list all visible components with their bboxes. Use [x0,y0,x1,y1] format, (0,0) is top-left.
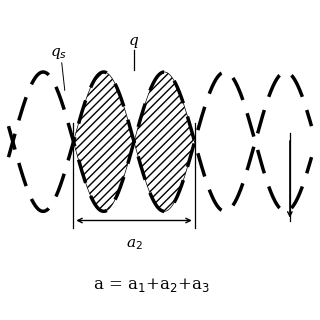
Text: q$_s$: q$_s$ [50,46,67,61]
Text: q: q [129,34,139,48]
Text: a$_2$: a$_2$ [125,237,142,252]
Text: a = a$_1$+a$_2$+a$_3$: a = a$_1$+a$_2$+a$_3$ [93,276,210,294]
